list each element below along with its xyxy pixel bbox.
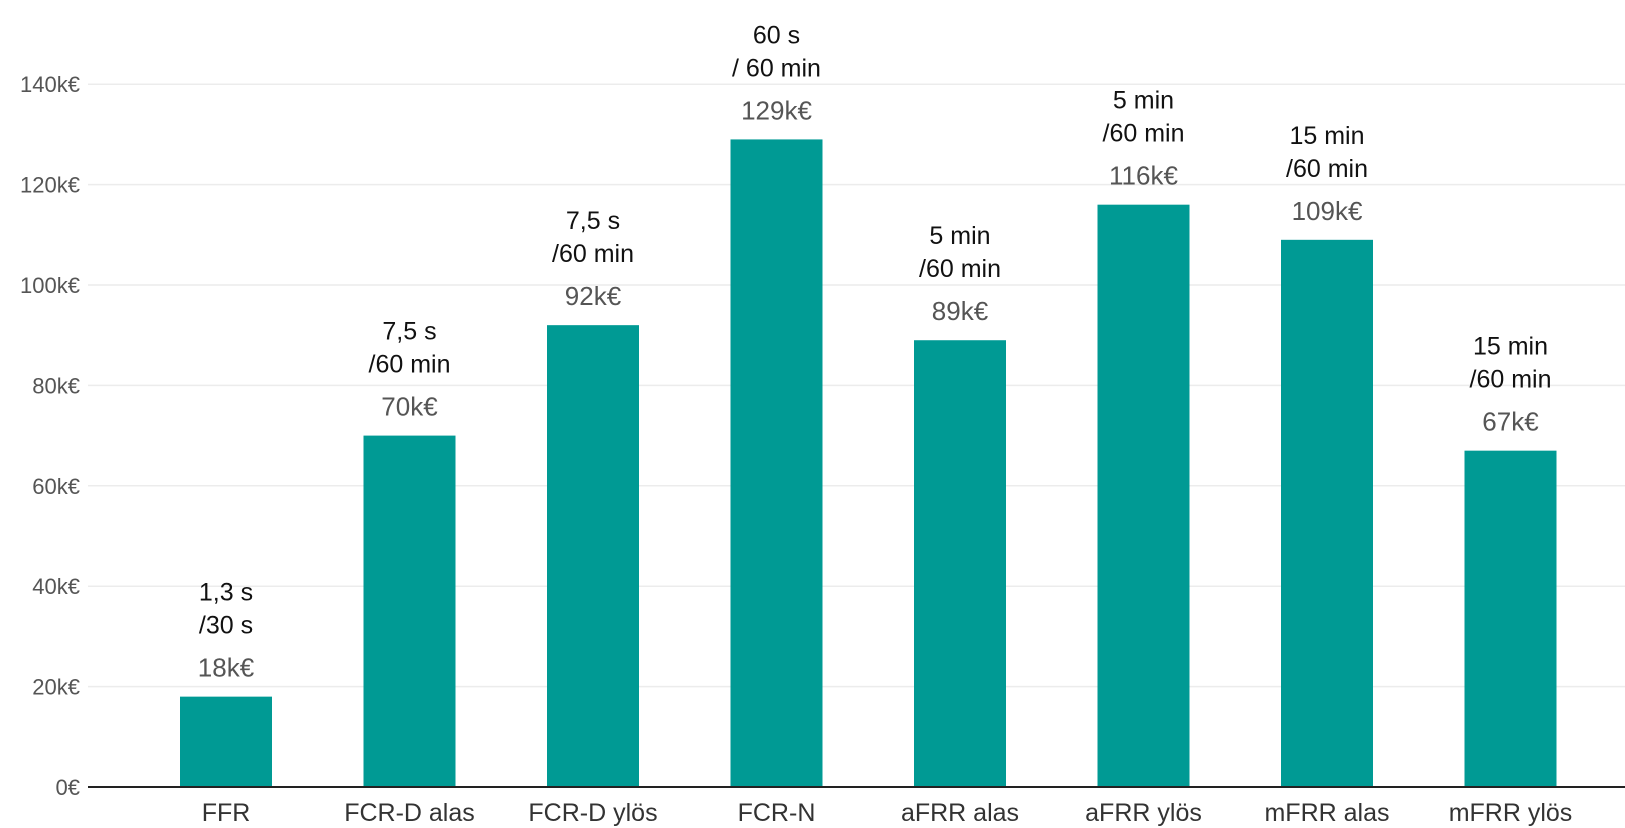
- y-tick-label: 100k€: [20, 273, 80, 298]
- x-category-label: FFR: [202, 799, 251, 827]
- bar: [730, 139, 823, 788]
- bar-annotation-line2: /60 min: [552, 240, 634, 268]
- bars: [180, 139, 1557, 788]
- bar-annotation-line2: /60 min: [369, 351, 451, 379]
- y-tick-label: 40k€: [32, 574, 80, 599]
- bar-annotation-line2: /60 min: [1103, 120, 1185, 148]
- x-category-label: mFRR ylös: [1449, 799, 1573, 827]
- y-tick-label: 60k€: [32, 474, 80, 499]
- bar-annotation-line1: 7,5 s: [566, 207, 620, 235]
- bar: [1281, 239, 1373, 787]
- bar: [1097, 204, 1190, 787]
- bar: [180, 696, 272, 787]
- x-category-label: aFRR ylös: [1085, 799, 1202, 827]
- bar-value-label: 18k€: [198, 653, 255, 683]
- bar-value-label: 89k€: [932, 296, 989, 326]
- bar: [363, 435, 456, 787]
- bar-annotation-line2: / 60 min: [732, 54, 821, 82]
- x-category-label: FCR-N: [738, 799, 816, 827]
- bar-annotation-line2: /30 s: [199, 612, 253, 640]
- bar-value-label: 92k€: [565, 281, 622, 311]
- bar-value-label: 116k€: [1109, 161, 1178, 191]
- bar-value-label: 67k€: [1482, 407, 1539, 437]
- x-axis-categories: FFR FCR-D alas FCR-D ylös FCR-N aFRR alas aFR…: [202, 799, 1573, 827]
- bar-annotation-line2: /60 min: [919, 255, 1001, 283]
- bar-annotation-line1: 1,3 s: [199, 579, 253, 607]
- bar-annotation-line1: 5 min: [929, 222, 990, 250]
- bar-annotations: 1,3 s/30 s 7,5 s/60 min 7,5 s/60 min 60 s / …: [199, 21, 1552, 639]
- value-labels: 18k€ 70k€ 92k€ 129k€ 89k€ 116k€ 109k€ 67k€: [198, 95, 1539, 682]
- gridlines: [88, 83, 1625, 688]
- bar-annotation-line2: /60 min: [1286, 155, 1368, 183]
- y-tick-label: 80k€: [32, 373, 80, 398]
- bar-annotation-line1: 60 s: [753, 21, 800, 49]
- bar-annotation-line1: 15 min: [1473, 333, 1548, 361]
- bar: [547, 325, 639, 787]
- y-tick-label: 0€: [56, 775, 80, 800]
- bar: [1464, 450, 1557, 787]
- y-tick-label: 140k€: [20, 72, 80, 97]
- bar-value-label: 129k€: [741, 95, 812, 125]
- bar: [914, 340, 1006, 787]
- bar-value-label: 70k€: [381, 392, 438, 422]
- x-category-label: mFRR alas: [1264, 799, 1389, 827]
- bar-annotation-line2: /60 min: [1470, 366, 1552, 394]
- bar-annotation-line1: 15 min: [1289, 122, 1364, 150]
- bar-annotation-line1: 7,5 s: [382, 318, 436, 346]
- x-category-label: FCR-D ylös: [528, 799, 657, 827]
- x-category-label: aFRR alas: [901, 799, 1019, 827]
- bar-annotation-line1: 5 min: [1113, 87, 1174, 115]
- y-axis-ticks: 0€ 20k€ 40k€ 60k€ 80k€ 100k€ 120k€ 140k€: [20, 72, 80, 800]
- y-tick-label: 20k€: [32, 675, 80, 700]
- bar-value-label: 109k€: [1292, 196, 1363, 226]
- x-category-label: FCR-D alas: [344, 799, 475, 827]
- y-tick-label: 120k€: [20, 173, 80, 198]
